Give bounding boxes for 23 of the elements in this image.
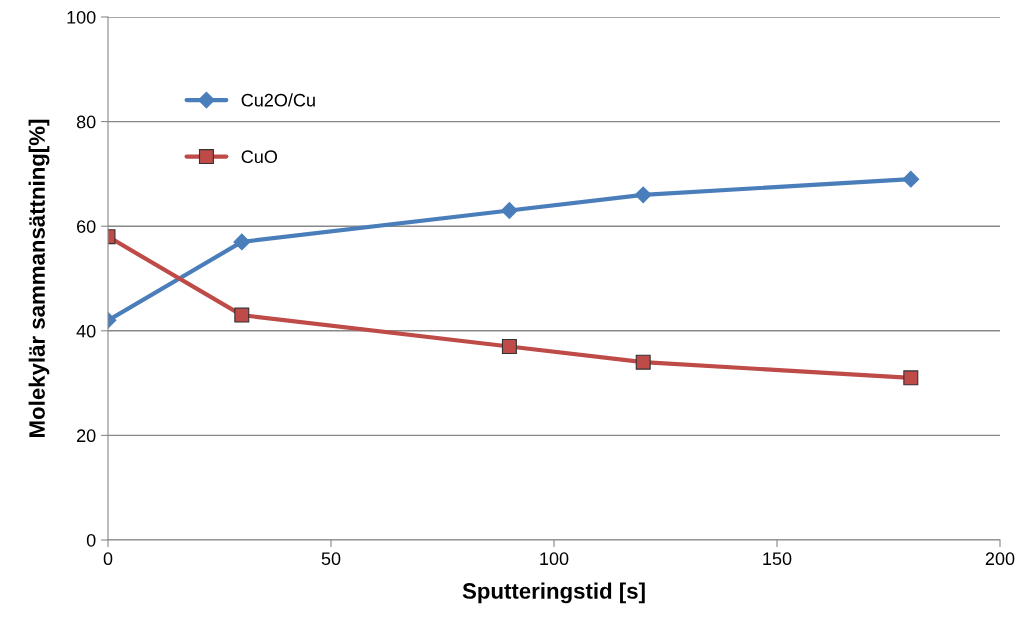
x-tick-label: 100 xyxy=(540,552,569,566)
point xyxy=(501,338,517,354)
x-tick-label: 200 xyxy=(985,552,1015,566)
legend-label: Cu2O/Cu xyxy=(241,93,315,107)
point xyxy=(634,186,652,204)
legend-label: CuO xyxy=(241,150,278,164)
y-tick-label: 100 xyxy=(67,10,96,24)
y-tick-label: 80 xyxy=(76,115,96,129)
y-axis-title: Molekylär sammansättning[%] xyxy=(28,119,50,437)
point xyxy=(635,354,651,370)
x-tick-label: 50 xyxy=(321,552,341,566)
x-tick-label: 0 xyxy=(103,552,113,566)
x-axis-title: Sputteringstid [s] xyxy=(462,582,645,604)
point xyxy=(902,170,920,188)
y-tick-label: 60 xyxy=(77,220,96,233)
y-tick-label: 20 xyxy=(77,429,96,443)
y-tick-label: 40 xyxy=(76,324,96,338)
point xyxy=(234,307,250,323)
x-tick-label: 150 xyxy=(763,552,792,566)
point xyxy=(233,233,251,251)
point xyxy=(903,370,919,386)
y-tick-label: 0 xyxy=(86,533,96,547)
point xyxy=(500,202,518,219)
